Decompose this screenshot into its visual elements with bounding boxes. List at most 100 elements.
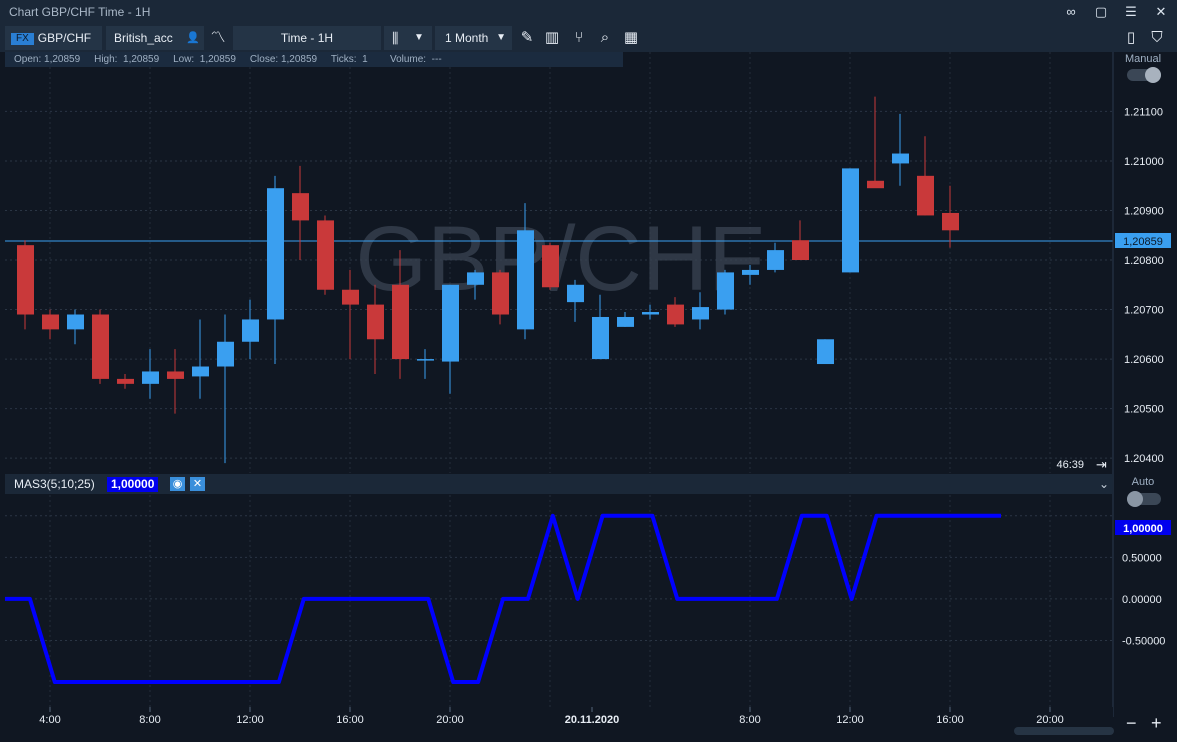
zoom-in-button[interactable]: + xyxy=(1151,713,1162,733)
template-icon[interactable]: ▯ xyxy=(1126,29,1136,46)
candle xyxy=(492,269,509,325)
current-price-label: 1,20859 xyxy=(1123,236,1163,248)
candle xyxy=(567,279,584,322)
indicator-tick-label: 0.50000 xyxy=(1122,552,1162,564)
volume-label: Volume: xyxy=(389,54,427,65)
candle xyxy=(117,373,134,389)
open-label: Open: xyxy=(14,54,42,65)
horizontal-scrollbar[interactable] xyxy=(1014,727,1114,735)
candle xyxy=(192,319,209,399)
symbol-label: GBP/CHF xyxy=(37,31,92,45)
chevron-down-icon: ▼ xyxy=(496,32,506,43)
window-title: Chart GBP/CHF Time - 1H xyxy=(9,5,151,19)
period-selector[interactable]: 1 Month ▼ xyxy=(435,26,512,50)
high-label: High: xyxy=(94,54,118,65)
ticks-label: Ticks: xyxy=(330,54,357,65)
high-value: 1,20859 xyxy=(123,54,160,65)
restore-icon[interactable]: ▢ xyxy=(1094,4,1108,19)
symbol-selector[interactable]: FX GBP/CHF xyxy=(5,26,102,50)
candlestick-type-icon: ⫼ xyxy=(392,30,399,46)
price-tick-label: 1.20800 xyxy=(1124,255,1164,267)
price-tick-label: 1.21100 xyxy=(1124,106,1163,118)
fx-badge: FX xyxy=(11,32,34,45)
time-tick-label: 20.11.2020 xyxy=(565,714,619,726)
close-icon[interactable]: ✕ xyxy=(1155,4,1167,19)
indicator-name[interactable]: MAS3(5;10;25) xyxy=(14,477,95,491)
candle xyxy=(267,175,284,365)
time-tick-label: 8:00 xyxy=(139,714,160,726)
candle xyxy=(392,250,409,379)
search-icon[interactable]: ⌕ xyxy=(600,29,610,46)
candle xyxy=(467,269,484,300)
candle xyxy=(317,215,334,295)
zoom-out-button[interactable]: − xyxy=(1126,713,1137,733)
indicator-scale-mode-toggle[interactable] xyxy=(1127,491,1161,507)
candle xyxy=(542,242,559,290)
pencil-draw-icon[interactable]: ✎ xyxy=(520,29,534,46)
chart-toolbar: FX GBP/CHF British_acc 👤 〽 Time - 1H ⫼ ▼ … xyxy=(0,24,1177,52)
price-tick-label: 1.20700 xyxy=(1124,305,1164,317)
indicator-scale-mode-label: Auto xyxy=(1131,476,1155,488)
price-scale-mode-toggle[interactable] xyxy=(1127,67,1161,83)
candle xyxy=(917,136,934,216)
price-tick-label: 1.20600 xyxy=(1124,354,1164,366)
period-label: 1 Month xyxy=(445,31,489,45)
candle xyxy=(817,339,834,365)
time-tick-label: 16:00 xyxy=(936,714,964,726)
account-selector[interactable]: British_acc 👤 xyxy=(106,26,204,50)
time-tick-label: 12:00 xyxy=(236,714,264,726)
candle xyxy=(517,203,534,340)
menu-icon[interactable]: ☰ xyxy=(1125,4,1137,19)
candle xyxy=(867,96,884,189)
time-tick-label: 20:00 xyxy=(1036,714,1064,726)
time-tick-label: 20:00 xyxy=(436,714,464,726)
basket-icon[interactable]: ⛉ xyxy=(1151,29,1163,46)
chart-canvas[interactable]: GBP/CHF 1.21100 1.21000 1.20900 1.20800 1.20… xyxy=(0,52,1177,742)
price-tick-label: 1.20400 xyxy=(1124,453,1164,465)
time-tick-label: 16:00 xyxy=(336,714,364,726)
candle xyxy=(217,314,234,464)
price-scale[interactable]: 1.21100 1.21000 1.20900 1.20800 1.20700 1.206… xyxy=(1124,106,1164,465)
candle xyxy=(942,185,959,248)
candle xyxy=(592,294,609,360)
ohlc-info-bar: Open: 1,20859 High: 1,20859 Low: 1,20859… xyxy=(5,52,623,67)
indicator-header: MAS3(5;10;25) 1,00000 ◉ ✕ ⌄ xyxy=(5,474,1113,494)
indicator-scale[interactable]: 0.50000 0.00000 -0.50000 xyxy=(1122,552,1165,647)
indicator-wave-icon[interactable]: 〽 xyxy=(210,29,226,46)
eye-visibility-icon[interactable]: ◉ xyxy=(170,477,185,491)
indicator-header-value: 1,00000 xyxy=(107,477,159,492)
candle xyxy=(667,297,684,327)
time-tick-label: 8:00 xyxy=(739,714,760,726)
price-tick-label: 1.21000 xyxy=(1124,156,1164,168)
time-axis[interactable]: 4:00 8:00 12:00 16:00 20:00 20.11.2020 8:00 12:… xyxy=(39,707,1064,726)
candlesticks xyxy=(17,96,959,464)
bar-chart-icon[interactable]: ▥ xyxy=(544,29,560,46)
collapse-chevron-icon[interactable]: ⌄ xyxy=(1098,477,1109,491)
link-icon[interactable]: ∞ xyxy=(1066,4,1076,19)
candle xyxy=(42,309,59,340)
price-tick-label: 1.20500 xyxy=(1124,404,1164,416)
candle xyxy=(692,292,709,330)
candle xyxy=(742,264,759,285)
low-value: 1,20859 xyxy=(199,54,236,65)
scroll-to-end-icon[interactable]: ⇥ xyxy=(1096,458,1107,473)
fork-tool-icon[interactable]: ⑂ xyxy=(574,29,584,46)
candle xyxy=(17,240,34,330)
remove-indicator-icon[interactable]: ✕ xyxy=(190,477,205,491)
candle xyxy=(417,349,434,379)
indicator-line xyxy=(5,513,1001,685)
candle xyxy=(892,113,909,186)
indicator-tick-label: 0.00000 xyxy=(1122,594,1162,606)
candle xyxy=(717,269,734,315)
time-tick-label: 12:00 xyxy=(836,714,864,726)
timeframe-selector[interactable]: Time - 1H xyxy=(233,26,381,50)
calendar-grid-icon[interactable]: ▦ xyxy=(623,29,639,46)
candle xyxy=(167,349,184,414)
chart-type-selector[interactable]: ⫼ ▼ xyxy=(384,26,432,50)
time-tick-label: 4:00 xyxy=(39,714,60,726)
price-tick-label: 1.20900 xyxy=(1124,205,1164,217)
candle xyxy=(292,165,309,261)
candle xyxy=(767,242,784,273)
candle xyxy=(617,312,634,327)
candle xyxy=(642,304,659,320)
